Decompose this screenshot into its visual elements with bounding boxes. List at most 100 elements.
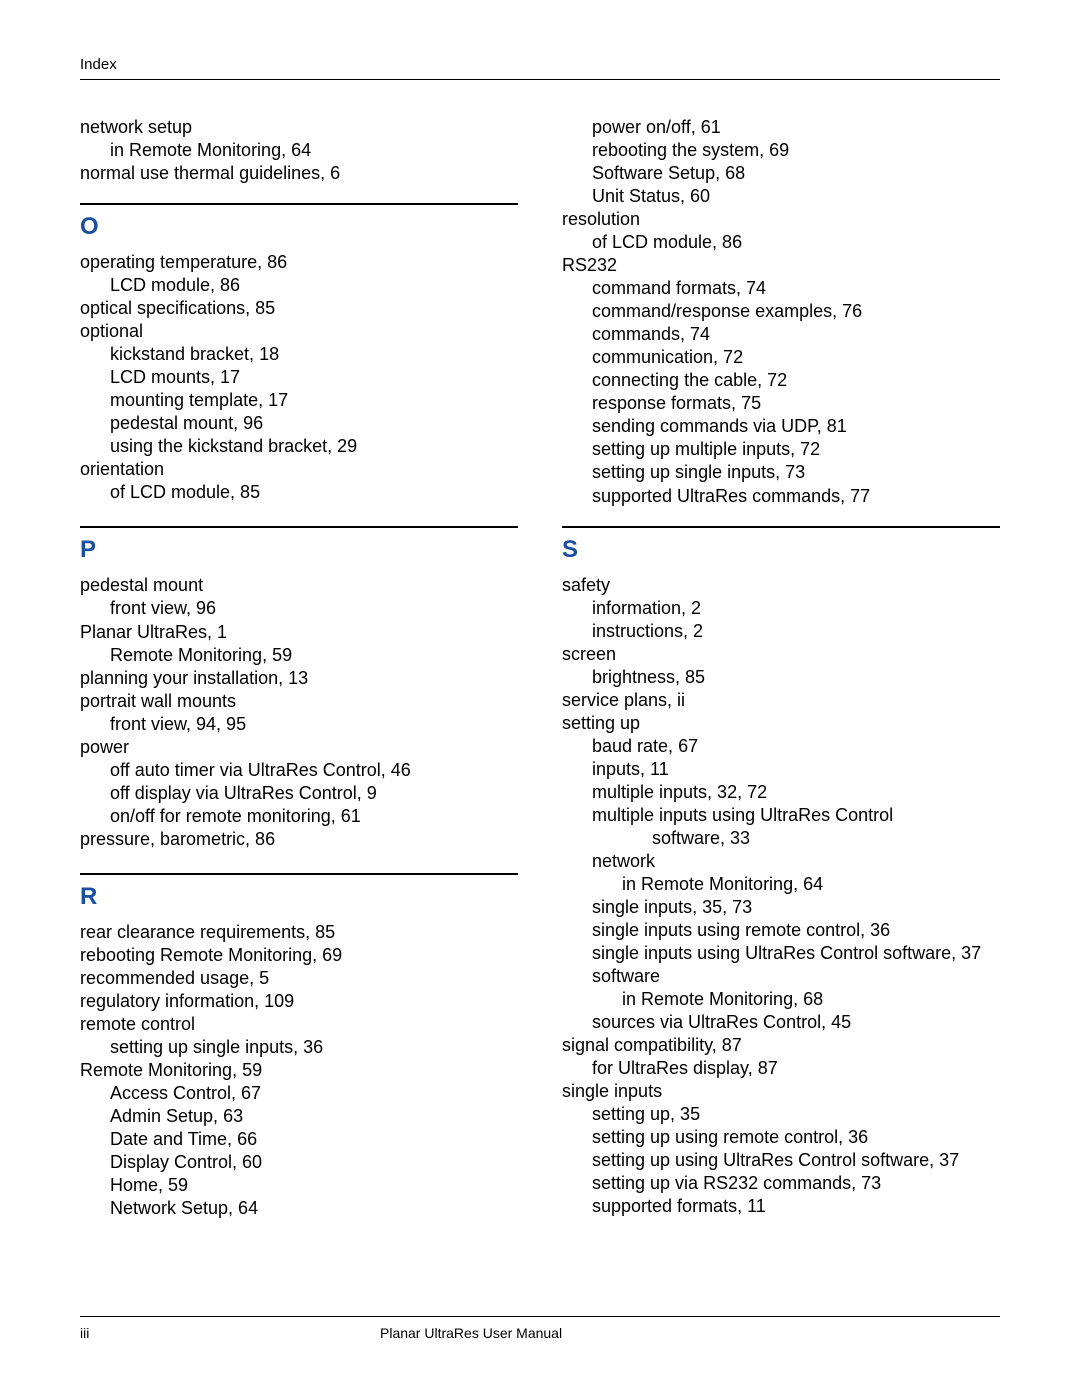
index-entry: network setup <box>80 116 518 139</box>
section-spacer <box>80 1220 518 1238</box>
index-entry: optional <box>80 320 518 343</box>
index-entry: connecting the cable, 72 <box>562 369 1000 392</box>
section-spacer <box>562 1218 1000 1236</box>
index-entry: in Remote Monitoring, 64 <box>80 139 518 162</box>
index-entry: pressure, barometric, 86 <box>80 828 518 851</box>
index-entry: Admin Setup, 63 <box>80 1105 518 1128</box>
index-entry: network <box>562 850 1000 873</box>
index-entry: on/off for remote monitoring, 61 <box>80 805 518 828</box>
index-page: Index network setupin Remote Monitoring,… <box>0 0 1080 1238</box>
index-block: rear clearance requirements, 85rebooting… <box>80 921 518 1220</box>
index-entry: Network Setup, 64 <box>80 1197 518 1220</box>
index-entry: recommended usage, 5 <box>80 967 518 990</box>
index-entry: LCD mounts, 17 <box>80 366 518 389</box>
index-entry: of LCD module, 85 <box>80 481 518 504</box>
index-entry: baud rate, 67 <box>562 735 1000 758</box>
index-entry: sources via UltraRes Control, 45 <box>562 1011 1000 1034</box>
index-block: safetyinformation, 2instructions, 2scree… <box>562 574 1000 1219</box>
index-entry: power on/off, 61 <box>562 116 1000 139</box>
index-entry: Unit Status, 60 <box>562 185 1000 208</box>
index-entry: Display Control, 60 <box>80 1151 518 1174</box>
index-letter-heading: P <box>80 536 518 564</box>
index-entry: for UltraRes display, 87 <box>562 1057 1000 1080</box>
section-rule <box>80 203 518 205</box>
index-entry: setting up <box>562 712 1000 735</box>
index-entry: command formats, 74 <box>562 277 1000 300</box>
index-entry: pedestal mount <box>80 574 518 597</box>
index-entry: using the kickstand bracket, 29 <box>80 435 518 458</box>
index-entry: setting up using remote control, 36 <box>562 1126 1000 1149</box>
page-footer: iii Planar UltraRes User Manual <box>80 1316 1000 1341</box>
index-entry: off display via UltraRes Control, 9 <box>80 782 518 805</box>
index-entry: safety <box>562 574 1000 597</box>
index-entry: power <box>80 736 518 759</box>
index-letter-heading: O <box>80 213 518 241</box>
index-letter-heading: S <box>562 536 1000 564</box>
index-entry: in Remote Monitoring, 68 <box>562 988 1000 1011</box>
index-entry: setting up multiple inputs, 72 <box>562 438 1000 461</box>
index-entry: supported UltraRes commands, 77 <box>562 485 1000 508</box>
index-entry: Date and Time, 66 <box>80 1128 518 1151</box>
index-entry: operating temperature, 86 <box>80 251 518 274</box>
index-entry: commands, 74 <box>562 323 1000 346</box>
index-entry: front view, 94, 95 <box>80 713 518 736</box>
index-entry: front view, 96 <box>80 597 518 620</box>
index-entry: planning your installation, 13 <box>80 667 518 690</box>
index-entry: mounting template, 17 <box>80 389 518 412</box>
index-entry: instructions, 2 <box>562 620 1000 643</box>
index-entry: signal compatibility, 87 <box>562 1034 1000 1057</box>
index-block: operating temperature, 86LCD module, 86o… <box>80 251 518 504</box>
index-continuation: network setupin Remote Monitoring, 64nor… <box>80 116 518 185</box>
index-block: pedestal mountfront view, 96Planar Ultra… <box>80 574 518 850</box>
index-entry: optical specifications, 85 <box>80 297 518 320</box>
index-entry: regulatory information, 109 <box>80 990 518 1013</box>
section-rule <box>562 526 1000 528</box>
index-entry: resolution <box>562 208 1000 231</box>
index-entry: supported formats, 11 <box>562 1195 1000 1218</box>
index-entry: Remote Monitoring, 59 <box>80 644 518 667</box>
right-column: power on/off, 61rebooting the system, 69… <box>562 116 1000 1238</box>
index-entry: inputs, 11 <box>562 758 1000 781</box>
index-entry: remote control <box>80 1013 518 1036</box>
index-entry: communication, 72 <box>562 346 1000 369</box>
index-entry: command/response examples, 76 <box>562 300 1000 323</box>
index-entry: software <box>562 965 1000 988</box>
index-entry: of LCD module, 86 <box>562 231 1000 254</box>
index-entry: response formats, 75 <box>562 392 1000 415</box>
index-entry: pedestal mount, 96 <box>80 412 518 435</box>
index-entry: sending commands via UDP, 81 <box>562 415 1000 438</box>
index-entry: normal use thermal guidelines, 6 <box>80 162 518 185</box>
section-spacer <box>80 851 518 869</box>
index-entry: rear clearance requirements, 85 <box>80 921 518 944</box>
index-entry: off auto timer via UltraRes Control, 46 <box>80 759 518 782</box>
index-entry: service plans, ii <box>562 689 1000 712</box>
index-columns: network setupin Remote Monitoring, 64nor… <box>80 116 1000 1238</box>
index-letter-heading: R <box>80 883 518 911</box>
index-entry: in Remote Monitoring, 64 <box>562 873 1000 896</box>
index-entry: RS232 <box>562 254 1000 277</box>
running-header: Index <box>80 56 1000 73</box>
index-entry: rebooting Remote Monitoring, 69 <box>80 944 518 967</box>
section-rule <box>80 873 518 875</box>
index-entry: Home, 59 <box>80 1174 518 1197</box>
index-entry: Planar UltraRes, 1 <box>80 621 518 644</box>
index-entry: setting up single inputs, 73 <box>562 461 1000 484</box>
index-entry: Remote Monitoring, 59 <box>80 1059 518 1082</box>
index-entry: single inputs using UltraRes Control sof… <box>562 942 1000 965</box>
index-entry: Access Control, 67 <box>80 1082 518 1105</box>
index-entry: software, 33 <box>562 827 1000 850</box>
index-entry: single inputs using remote control, 36 <box>562 919 1000 942</box>
index-entry: single inputs, 35, 73 <box>562 896 1000 919</box>
index-entry: LCD module, 86 <box>80 274 518 297</box>
index-entry: single inputs <box>562 1080 1000 1103</box>
index-entry: setting up single inputs, 36 <box>80 1036 518 1059</box>
manual-title: Planar UltraRes User Manual <box>380 1325 1000 1341</box>
index-entry: setting up, 35 <box>562 1103 1000 1126</box>
index-entry: brightness, 85 <box>562 666 1000 689</box>
section-spacer <box>80 504 518 522</box>
footer-rule <box>80 1316 1000 1317</box>
index-entry: rebooting the system, 69 <box>562 139 1000 162</box>
index-entry: screen <box>562 643 1000 666</box>
index-entry: multiple inputs using UltraRes Control <box>562 804 1000 827</box>
index-entry: Software Setup, 68 <box>562 162 1000 185</box>
